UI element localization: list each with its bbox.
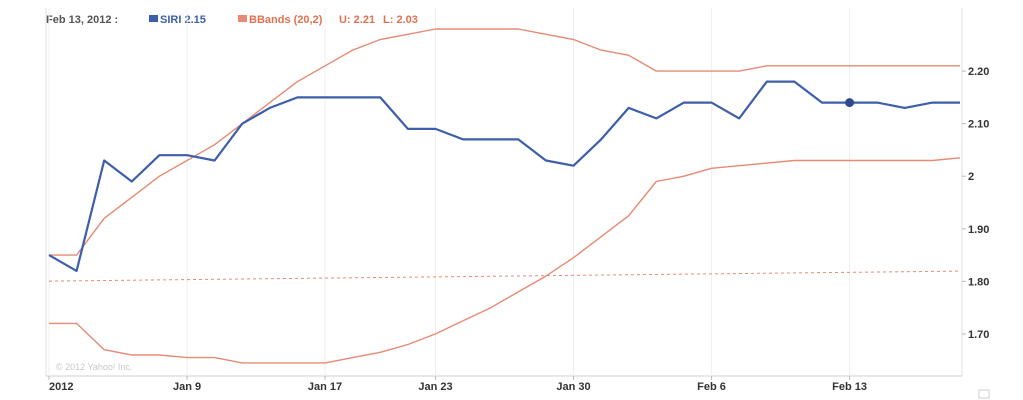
legend-date: Feb 13, 2012 : xyxy=(46,14,118,26)
x-tick-label: Jan 9 xyxy=(173,381,201,393)
y-axis-ticks: 2.20 2.10 2 1.90 1.80 1.70 xyxy=(962,66,989,341)
x-tick-label: Jan 23 xyxy=(418,381,452,393)
legend-upper: U: 2.21 xyxy=(339,14,375,26)
x-tick-label: Jan 17 xyxy=(308,381,342,393)
y-tick-label: 2.10 xyxy=(968,119,989,131)
x-axis-ticks: 2012 Jan 9 Jan 17 Jan 23 Jan 30 Feb 6 Feb 13 xyxy=(48,376,867,393)
legend-siri: SIRI 2.15 xyxy=(160,14,206,26)
x-gridlines xyxy=(48,8,851,376)
bbands-legend-swatch xyxy=(238,15,247,22)
siri-price-line xyxy=(48,80,960,272)
y-tick-label: 1.90 xyxy=(968,224,989,236)
x-tick-label: Feb 13 xyxy=(832,381,867,393)
x-tick-label: Feb 6 xyxy=(697,381,726,393)
y-tick-label: 2 xyxy=(968,171,974,183)
legend-bbands: BBands (20,2) xyxy=(249,14,323,26)
bbands-upper-line xyxy=(49,28,960,256)
highlight-point xyxy=(845,98,855,108)
x-tick-label: Jan 30 xyxy=(556,381,590,393)
series-layer xyxy=(48,28,961,364)
copyright: © 2012 Yahoo! Inc. xyxy=(56,362,132,372)
reference-dashed-line xyxy=(48,270,961,282)
y-tick-label: 1.70 xyxy=(968,329,989,341)
x-tick-label: 2012 xyxy=(49,381,73,393)
siri-legend-swatch xyxy=(149,15,158,22)
reference-line-layer xyxy=(48,270,961,282)
legend: Feb 13, 2012 : SIRI 2.15 BBands (20,2) U… xyxy=(46,14,418,26)
y-tick-label: 1.80 xyxy=(968,276,989,288)
legend-lower: L: 2.03 xyxy=(383,14,418,26)
corner-resize-icon xyxy=(978,389,990,399)
y-tick-label: 2.20 xyxy=(968,66,989,78)
bbands-lower-line xyxy=(49,157,961,364)
